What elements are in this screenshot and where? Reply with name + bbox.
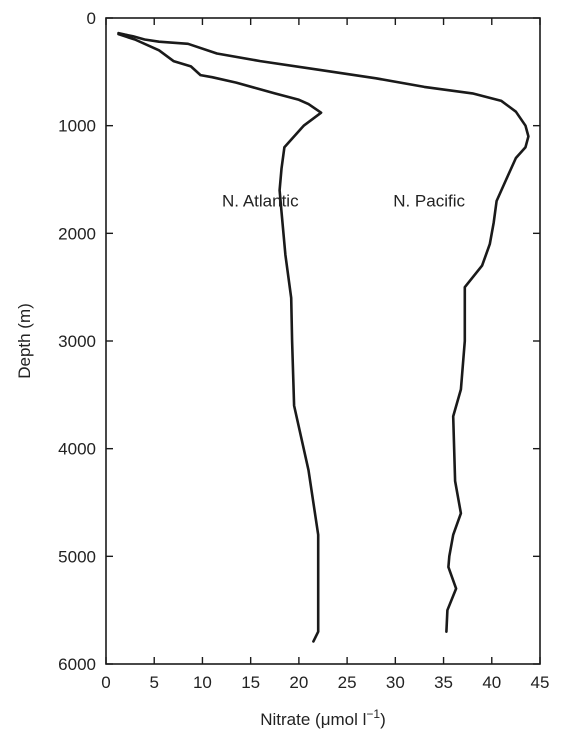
series-label-n-atlantic: N. Atlantic bbox=[222, 191, 299, 210]
x-axis: 0 5 10 15 20 25 30 35 40 45 bbox=[101, 18, 549, 692]
series-line-n-pacific bbox=[117, 31, 530, 634]
x-tick-label: 15 bbox=[241, 673, 260, 692]
y-tick-label: 2000 bbox=[58, 224, 96, 243]
y-tick-label: 5000 bbox=[58, 547, 96, 566]
x-tick-label: 45 bbox=[531, 673, 550, 692]
x-axis-title: Nitrate (μmol l−1) bbox=[260, 707, 386, 729]
x-tick-label: 25 bbox=[338, 673, 357, 692]
x-tick-label: 35 bbox=[434, 673, 453, 692]
x-tick-label: 40 bbox=[482, 673, 501, 692]
x-tick-label: 20 bbox=[289, 673, 308, 692]
series-line-n-atlantic bbox=[117, 32, 323, 643]
y-tick-label: 0 bbox=[87, 9, 96, 28]
x-tick-label: 0 bbox=[101, 673, 110, 692]
x-tick-label: 10 bbox=[193, 673, 212, 692]
y-tick-label: 6000 bbox=[58, 655, 96, 674]
y-tick-label: 1000 bbox=[58, 117, 96, 136]
x-tick-label: 5 bbox=[149, 673, 158, 692]
series-label-n-pacific: N. Pacific bbox=[393, 191, 465, 210]
plot-frame bbox=[105, 17, 541, 665]
y-tick-label: 3000 bbox=[58, 332, 96, 351]
series-layer: N. Atlantic N. Pacific bbox=[117, 31, 530, 643]
y-tick-label: 4000 bbox=[58, 440, 96, 459]
x-tick-label: 30 bbox=[386, 673, 405, 692]
y-axis: 0 1000 2000 3000 4000 5000 6000 bbox=[58, 9, 540, 674]
y-axis-title: Depth (m) bbox=[15, 303, 34, 379]
